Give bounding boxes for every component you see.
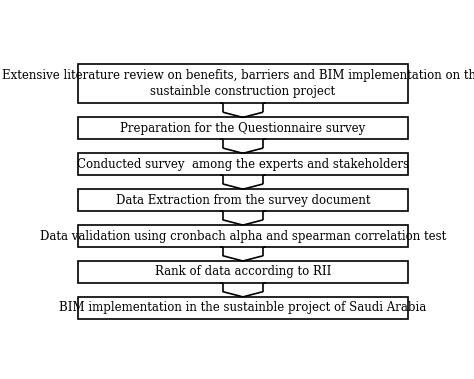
- Bar: [78, 225, 408, 247]
- Bar: [78, 297, 408, 319]
- Text: Rank of data according to RII: Rank of data according to RII: [155, 265, 331, 279]
- Text: Data Extraction from the survey document: Data Extraction from the survey document: [116, 194, 370, 207]
- Text: Preparation for the Questionnaire survey: Preparation for the Questionnaire survey: [120, 122, 365, 135]
- Bar: [78, 261, 408, 283]
- Text: Extensive literature review on benefits, barriers and BIM implementation on the
: Extensive literature review on benefits,…: [2, 69, 474, 98]
- Bar: [78, 64, 408, 103]
- Bar: [78, 117, 408, 139]
- Text: BIM implementation in the sustainble project of Saudi Arabia: BIM implementation in the sustainble pro…: [59, 301, 427, 314]
- Text: Conducted survey  among the experts and stakeholders: Conducted survey among the experts and s…: [77, 158, 409, 171]
- Bar: [78, 189, 408, 211]
- Bar: [78, 153, 408, 175]
- Text: Data validation using cronbach alpha and spearman correlation test: Data validation using cronbach alpha and…: [40, 230, 446, 243]
